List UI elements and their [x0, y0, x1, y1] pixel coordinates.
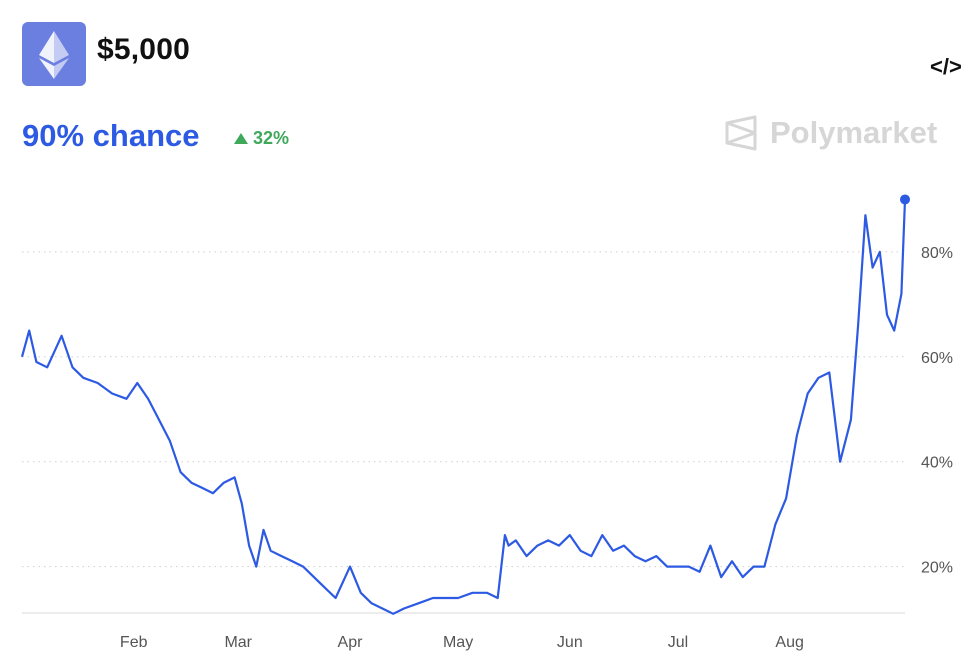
polymarket-logo-icon: [725, 115, 757, 151]
change-badge: 32%: [234, 128, 289, 149]
y-tick-label: 40%: [921, 455, 953, 472]
triangle-up-icon: [234, 133, 248, 144]
current-value-dot: [900, 194, 910, 205]
x-tick-label: Feb: [120, 634, 148, 651]
ethereum-logo: [22, 22, 86, 86]
x-tick-label: Apr: [338, 634, 364, 651]
y-tick-label: 60%: [921, 350, 953, 367]
brand-name: Polymarket: [770, 115, 938, 150]
market-title: $5,000: [97, 33, 190, 66]
change-value: 32%: [253, 128, 290, 148]
y-tick-label: 80%: [921, 245, 953, 262]
x-tick-label: Aug: [775, 634, 803, 651]
ethereum-icon: [39, 31, 69, 79]
series-line: [20, 199, 907, 615]
x-tick-label: May: [443, 634, 473, 651]
code-icon[interactable]: </>: [930, 54, 962, 79]
x-tick-label: Mar: [224, 634, 252, 651]
x-tick-label: Jun: [557, 634, 583, 651]
chance-value: 90% chance: [22, 118, 200, 153]
brand: Polymarket: [724, 115, 937, 151]
y-tick-label: 20%: [921, 560, 953, 577]
x-tick-label: Jul: [668, 634, 688, 651]
